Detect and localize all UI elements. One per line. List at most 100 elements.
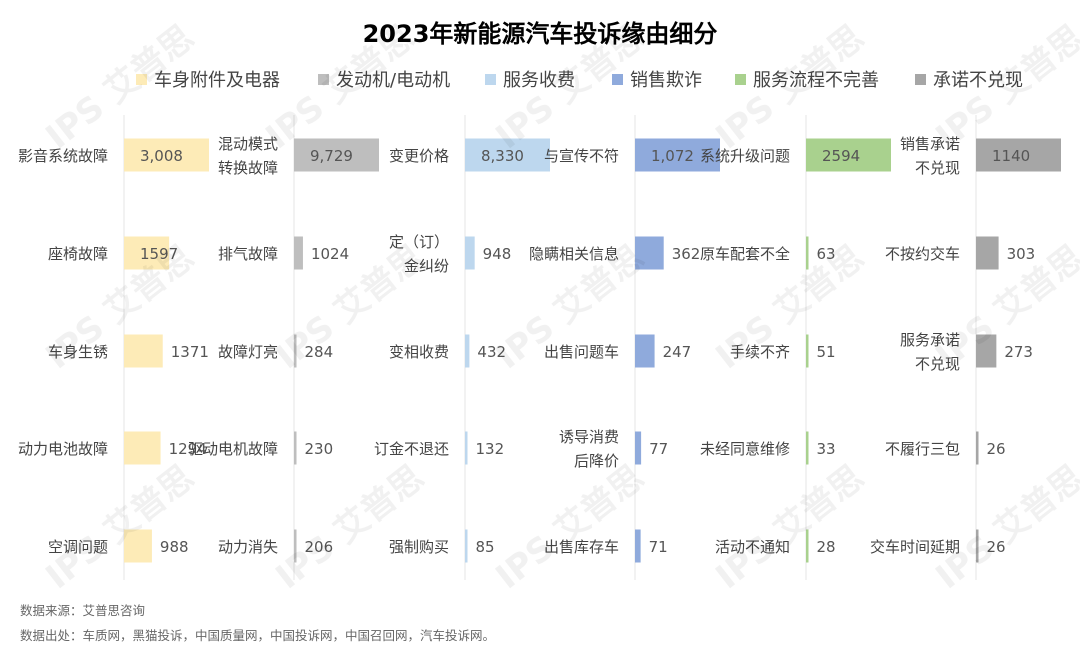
bar-4-2 [806, 334, 809, 368]
category-label-0-1: 座椅故障 [48, 245, 108, 263]
value-label-2-0: 8,330 [481, 147, 524, 165]
category-label-0-2: 车身生锈 [48, 343, 108, 361]
category-label-1-3: 驱动电机故障 [188, 440, 278, 458]
value-label-2-3: 132 [476, 440, 505, 458]
bar-0-1 [124, 236, 170, 270]
category-label-4-0: 系统升级问题 [700, 147, 790, 165]
category-label-2-3: 订金不退还 [374, 440, 449, 458]
category-label-5-2: 服务承诺不兑现 [900, 331, 960, 373]
bar-4-4 [806, 529, 809, 563]
value-label-5-1: 303 [1007, 245, 1036, 263]
value-label-2-1: 948 [483, 245, 512, 263]
legend-swatch [735, 73, 746, 85]
bar-0-4 [124, 529, 152, 563]
category-label-1-4: 动力消失 [218, 538, 278, 556]
value-label-4-4: 28 [817, 538, 836, 556]
bar-3-0 [635, 138, 720, 172]
value-label-0-1: 1597 [140, 245, 178, 263]
category-label-0-0: 影音系统故障 [18, 147, 108, 165]
bar-1-1 [294, 236, 303, 270]
value-label-5-3: 26 [987, 440, 1006, 458]
bar-5-0 [976, 138, 1061, 172]
value-label-5-4: 26 [987, 538, 1006, 556]
value-label-5-0: 1140 [992, 147, 1030, 165]
legend-item-2: 服务收费 [485, 64, 575, 94]
category-label-2-2: 变相收费 [389, 343, 449, 361]
bar-3-1 [635, 236, 664, 270]
bar-5-1 [976, 236, 999, 270]
category-label-5-0: 销售承诺不兑现 [900, 135, 960, 177]
category-label-4-3: 未经同意维修 [700, 440, 790, 458]
chart-plot-area: 3,008 影音系统故障 1597 座椅故障 1371 车身生锈 1294 动力电池故障 988… [18, 115, 1061, 580]
category-label-2-0: 变更价格 [389, 147, 449, 165]
bar-4-0 [806, 138, 891, 172]
bar-5-2 [976, 334, 997, 368]
bar-2-3 [465, 431, 468, 465]
legend-swatch [485, 73, 496, 85]
legend-swatch [612, 73, 623, 85]
category-label-3-1: 隐瞒相关信息 [529, 245, 619, 263]
value-label-3-3: 77 [649, 440, 668, 458]
bar-0-3 [124, 431, 161, 465]
chart-legend: 车身附件及电器 发动机/电动机 服务收费 销售欺诈 服务流程不完善 承诺不兑现 [0, 64, 1080, 94]
value-label-0-3: 1294 [169, 440, 207, 458]
legend-label: 发动机/电动机 [336, 70, 451, 91]
value-label-0-4: 988 [160, 538, 189, 556]
bar-3-2 [635, 334, 655, 368]
bar-2-0 [465, 138, 550, 172]
value-label-4-3: 33 [817, 440, 836, 458]
category-label-4-4: 活动不通知 [715, 538, 790, 556]
category-label-3-3: 诱导消费后降价 [559, 428, 619, 470]
legend-label: 服务流程不完善 [753, 70, 879, 91]
category-label-2-4: 强制购买 [389, 538, 449, 556]
bar-1-4 [294, 529, 297, 563]
category-label-3-2: 出售问题车 [544, 343, 619, 361]
bar-2-2 [465, 334, 470, 368]
category-label-3-0: 与宣传不符 [544, 147, 619, 165]
bar-3-3 [635, 431, 642, 465]
value-label-3-2: 247 [663, 343, 692, 361]
category-label-2-1: 定（订）金纠纷 [389, 233, 449, 275]
legend-label: 服务收费 [503, 70, 575, 91]
legend-item-3: 销售欺诈 [612, 64, 702, 94]
data-source-note: 数据来源：艾普思咨询 [20, 603, 146, 618]
legend-item-1: 发动机/电动机 [318, 64, 450, 94]
value-label-1-0: 9,729 [310, 147, 353, 165]
value-label-3-1: 362 [672, 245, 701, 263]
legend-label: 车身附件及电器 [154, 70, 280, 91]
legend-item-0: 车身附件及电器 [136, 64, 280, 94]
legend-label: 承诺不兑现 [933, 70, 1023, 91]
value-label-1-2: 284 [305, 343, 334, 361]
value-label-5-2: 273 [1004, 343, 1033, 361]
legend-item-4: 服务流程不完善 [735, 64, 879, 94]
legend-item-5: 承诺不兑现 [915, 64, 1023, 94]
bar-4-1 [806, 236, 809, 270]
value-label-1-1: 1024 [311, 245, 349, 263]
bar-1-0 [294, 138, 379, 172]
bar-1-2 [294, 334, 297, 368]
category-label-3-4: 出售库存车 [544, 538, 619, 556]
value-label-1-3: 230 [305, 440, 334, 458]
category-label-1-0: 混动模式转换故障 [218, 135, 278, 177]
value-label-3-4: 71 [649, 538, 668, 556]
value-label-0-0: 3,008 [140, 147, 183, 165]
bar-0-0 [124, 138, 209, 172]
value-label-2-2: 432 [477, 343, 506, 361]
category-label-0-3: 动力电池故障 [18, 440, 108, 458]
category-label-5-4: 交车时间延期 [870, 538, 960, 556]
category-label-5-1: 不按约交车 [885, 245, 960, 263]
category-label-0-4: 空调问题 [48, 538, 108, 556]
category-label-4-2: 手续不齐 [730, 343, 790, 361]
bar-5-4 [976, 529, 979, 563]
value-label-4-0: 2594 [822, 147, 860, 165]
value-label-2-4: 85 [476, 538, 495, 556]
value-label-0-2: 1371 [171, 343, 209, 361]
category-label-1-1: 排气故障 [218, 245, 278, 263]
value-label-1-4: 206 [305, 538, 334, 556]
legend-swatch [318, 73, 329, 85]
category-label-5-3: 不履行三包 [885, 440, 960, 458]
chart-title: 2023年新能源汽车投诉缘由细分 [362, 20, 718, 48]
category-label-4-1: 原车配套不全 [700, 245, 790, 263]
bar-0-2 [124, 334, 163, 368]
data-origin-note: 数据出处：车质网，黑猫投诉，中国质量网，中国投诉网，中国召回网，汽车投诉网。 [20, 628, 496, 643]
